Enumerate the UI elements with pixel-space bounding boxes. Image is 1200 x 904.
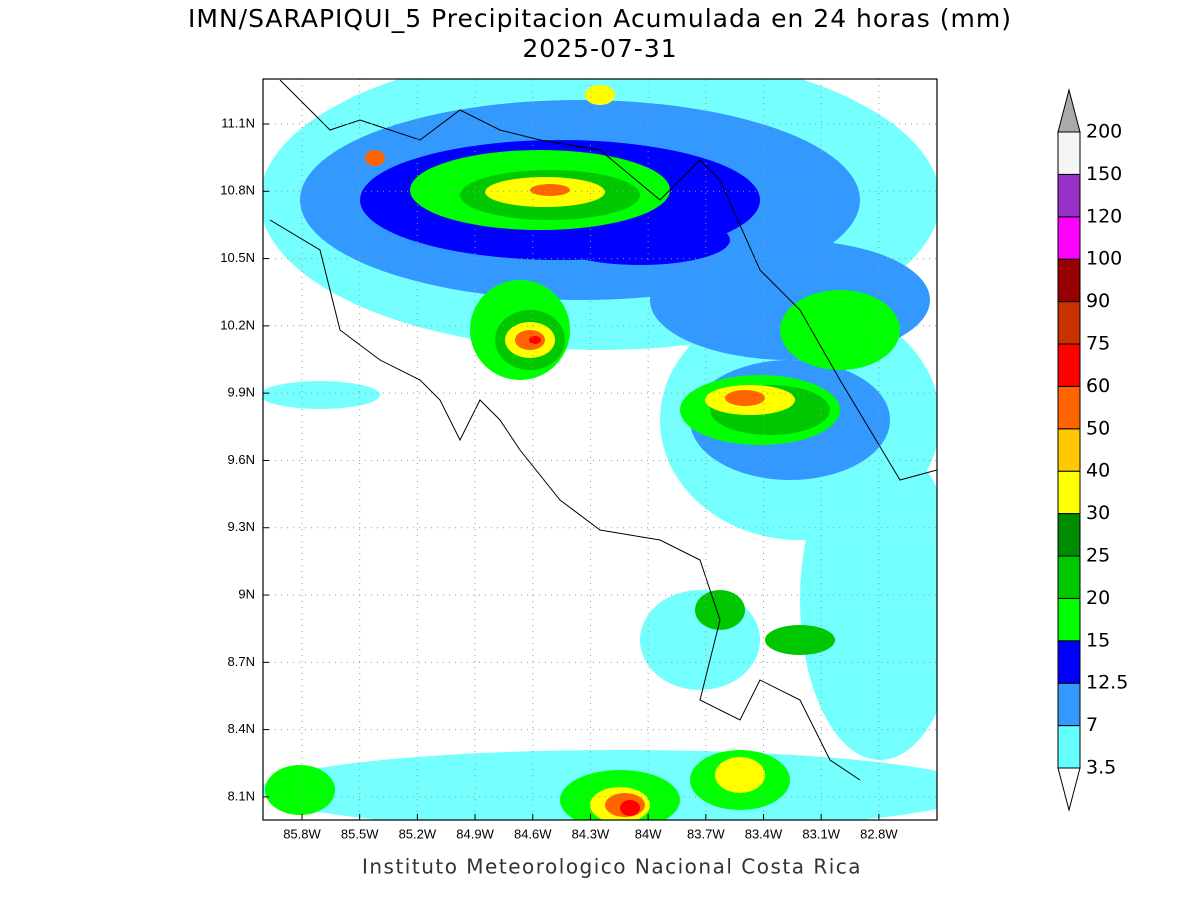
colorbar-label: 60 [1086, 375, 1110, 397]
colorbar-box [1057, 470, 1081, 515]
colorbar-box [1057, 597, 1081, 642]
lon-tick-label: 82.8W [860, 826, 898, 841]
colorbar-box [1057, 682, 1081, 727]
lat-tick-label: 8.7N [228, 654, 255, 669]
graticule: 85.8W 85.5W 85.2W 84.9W 84.6W 84.3W 84W 83.7W 83… [220, 79, 937, 841]
colorbar-box [1057, 640, 1081, 684]
colorbar-box [1057, 428, 1081, 472]
title: IMN/SARAPIQUI_5 Precipitacion Acumulada … [188, 4, 1012, 33]
credit: Instituto Meteorologico Nacional Costa R… [362, 855, 862, 879]
colorbar-box [1057, 725, 1081, 769]
lat-tick-label: 11.1N [221, 115, 255, 130]
colorbar-label: 50 [1086, 417, 1110, 439]
colorbar-label: 75 [1086, 333, 1110, 355]
colorbar-label: 100 [1086, 248, 1122, 270]
colorbar-box [1057, 555, 1081, 599]
colorbar-box [1057, 258, 1081, 303]
lat-tick-label: 8.1N [228, 788, 255, 803]
colorbar-label: 3.5 [1086, 757, 1116, 779]
lon-tick-label: 83.7W [687, 826, 725, 841]
lat-tick-label: 9.3N [228, 519, 255, 534]
lat-tick-label: 10.8N [220, 183, 255, 198]
lon-tick-label: 84W [635, 826, 662, 841]
lon-tick-label: 85.8W [283, 826, 321, 841]
colorbar-label: 90 [1086, 290, 1110, 312]
colorbar-label: 20 [1086, 587, 1110, 609]
colorbar-label: 25 [1086, 545, 1110, 567]
lat-tick-label: 9.6N [228, 452, 255, 467]
colorbar-box [1057, 216, 1081, 260]
colorbar-under [1057, 767, 1081, 812]
colorbar-box [1057, 173, 1081, 218]
colorbar-box [1057, 385, 1081, 430]
precipitation-field [263, 79, 937, 820]
colorbar-label: 15 [1086, 629, 1110, 651]
subtitle: 2025-07-31 [522, 34, 677, 63]
colorbar-label: 40 [1086, 460, 1110, 482]
colorbar-label: 7 [1086, 714, 1098, 736]
lat-tick-label: 9.9N [228, 385, 255, 400]
colorbar-label: 30 [1086, 502, 1110, 524]
lon-tick-label: 84.6W [514, 826, 552, 841]
lat-tick-label: 9N [238, 586, 255, 601]
colorbar-label: 12.5 [1086, 672, 1128, 694]
colorbar-box [1057, 131, 1081, 175]
lon-tick-label: 83.4W [745, 826, 783, 841]
lon-tick-label: 84.3W [572, 826, 610, 841]
colorbar-label: 200 [1086, 121, 1122, 143]
lon-tick-label: 84.9W [456, 826, 494, 841]
colorbar-box [1057, 343, 1081, 387]
colorbar: 3.5 7 12.5 15 20 25 30 40 50 60 75 90 100 120 150 200 [1057, 88, 1128, 812]
lat-tick-label: 10.5N [220, 250, 255, 265]
lon-tick-label: 85.2W [399, 826, 437, 841]
colorbar-label: 150 [1086, 163, 1122, 185]
map-frame [262, 78, 938, 821]
lat-tick-label: 8.4N [228, 721, 255, 736]
lon-tick-label: 85.5W [341, 826, 379, 841]
lat-tick-label: 10.2N [220, 317, 255, 332]
lon-tick-label: 83.1W [802, 826, 840, 841]
colorbar-label: 120 [1086, 205, 1122, 227]
colorbar-box [1057, 513, 1081, 557]
colorbar-over [1057, 88, 1081, 133]
colorbar-box [1057, 301, 1081, 345]
